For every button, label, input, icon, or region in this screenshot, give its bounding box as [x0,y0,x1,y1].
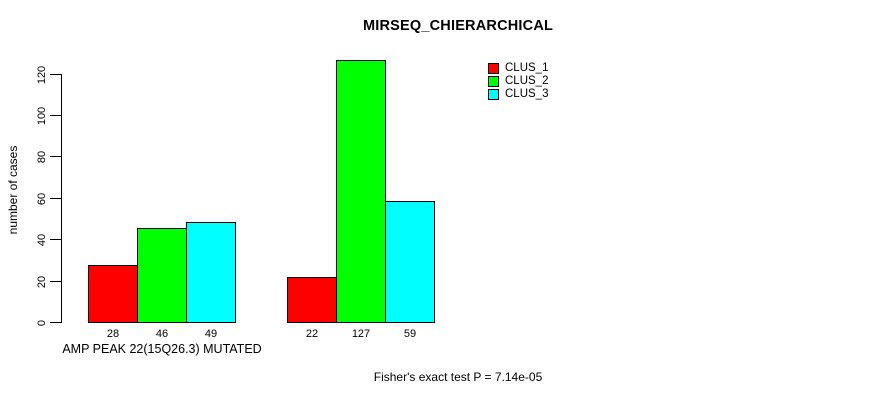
fisher-test-annotation: Fisher's exact test P = 7.14e-05 [373,370,543,384]
bar-clus_3-group2 [385,201,435,323]
x-axis-label: AMP PEAK 22(15Q26.3) MUTATED [62,342,262,356]
y-tick-80 [50,156,62,157]
y-tick-label-0: 0 [36,319,48,326]
y-tick-label-100: 100 [36,106,48,125]
y-tick-20 [50,281,62,282]
bar-value-label-clus_2-group2: 127 [351,328,371,340]
y-tick-label-20: 20 [36,275,48,288]
y-tick-label-40: 40 [36,233,48,246]
y-tick-0 [50,322,62,323]
bar-clus_2-group1 [137,228,187,323]
y-axis-label: number of cases [6,145,20,235]
legend-swatch-clus_3 [488,89,499,100]
legend-label-clus_1: CLUS_1 [505,62,549,74]
bar-value-label-clus_2-group1: 46 [155,328,169,340]
bar-clus_1-group2 [287,277,337,323]
bar-value-label-clus_3-group1: 49 [204,328,218,340]
bar-clus_1-group1 [88,265,138,323]
y-tick-60 [50,198,62,199]
y-tick-100 [50,115,62,116]
legend-label-clus_3: CLUS_3 [505,88,549,100]
y-tick-120 [50,74,62,75]
y-tick-label-80: 80 [36,150,48,163]
chart-title: MIRSEQ_CHIERARCHICAL [362,18,554,34]
legend-label-clus_2: CLUS_2 [505,75,549,87]
bar-value-label-clus_1-group1: 28 [106,328,120,340]
bar-value-label-clus_3-group2: 59 [403,328,417,340]
y-tick-40 [50,239,62,240]
bar-clus_2-group2 [336,60,386,323]
bar-value-label-clus_1-group2: 22 [305,328,319,340]
legend-swatch-clus_1 [488,63,499,74]
legend-swatch-clus_2 [488,76,499,87]
y-tick-label-60: 60 [36,192,48,205]
y-tick-label-120: 120 [36,65,48,84]
bar-clus_3-group1 [186,222,236,323]
